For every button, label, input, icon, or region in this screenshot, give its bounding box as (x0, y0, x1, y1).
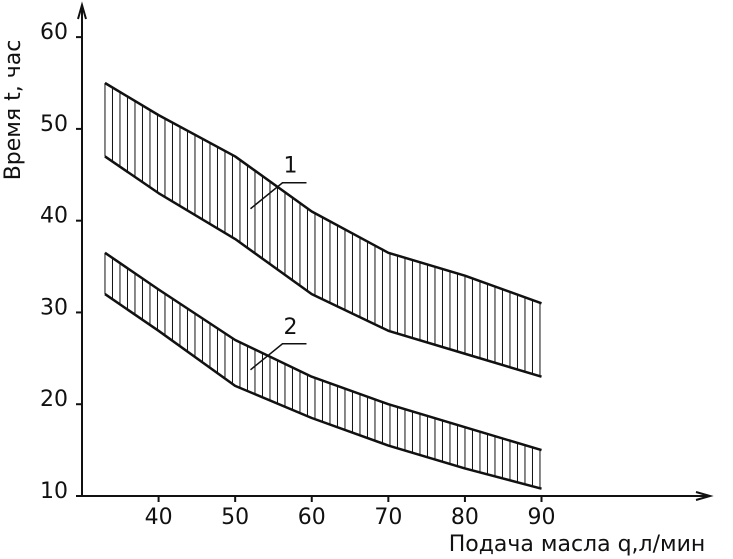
y-arrow (77, 1, 87, 20)
y-tick-label: 30 (40, 295, 68, 320)
band-upper (104, 251, 542, 452)
x-tick-label: 60 (298, 505, 326, 530)
band-label: 1 (283, 154, 297, 179)
leader-line (250, 181, 307, 210)
y-tick-label: 40 (40, 204, 68, 229)
y-tick-label: 60 (40, 20, 68, 45)
x-tick-label: 80 (451, 505, 479, 530)
y-tick-label: 10 (40, 479, 68, 504)
x-tick-label: 70 (374, 505, 402, 530)
x-axis-label: Подача масла q,л/мин (449, 532, 706, 557)
y-tick-label: 50 (40, 112, 68, 137)
x-arrow (695, 491, 714, 501)
band-lower (104, 293, 542, 490)
x-tick-label: 90 (528, 505, 556, 530)
band-lower (104, 155, 542, 378)
x-tick-label: 50 (221, 505, 249, 530)
band-label: 2 (283, 315, 297, 340)
y-tick-label: 20 (40, 387, 68, 412)
leader-line (250, 343, 307, 371)
band-upper (104, 81, 542, 305)
x-tick-label: 40 (145, 505, 173, 530)
y-axis-label: Время t, час (1, 40, 26, 181)
